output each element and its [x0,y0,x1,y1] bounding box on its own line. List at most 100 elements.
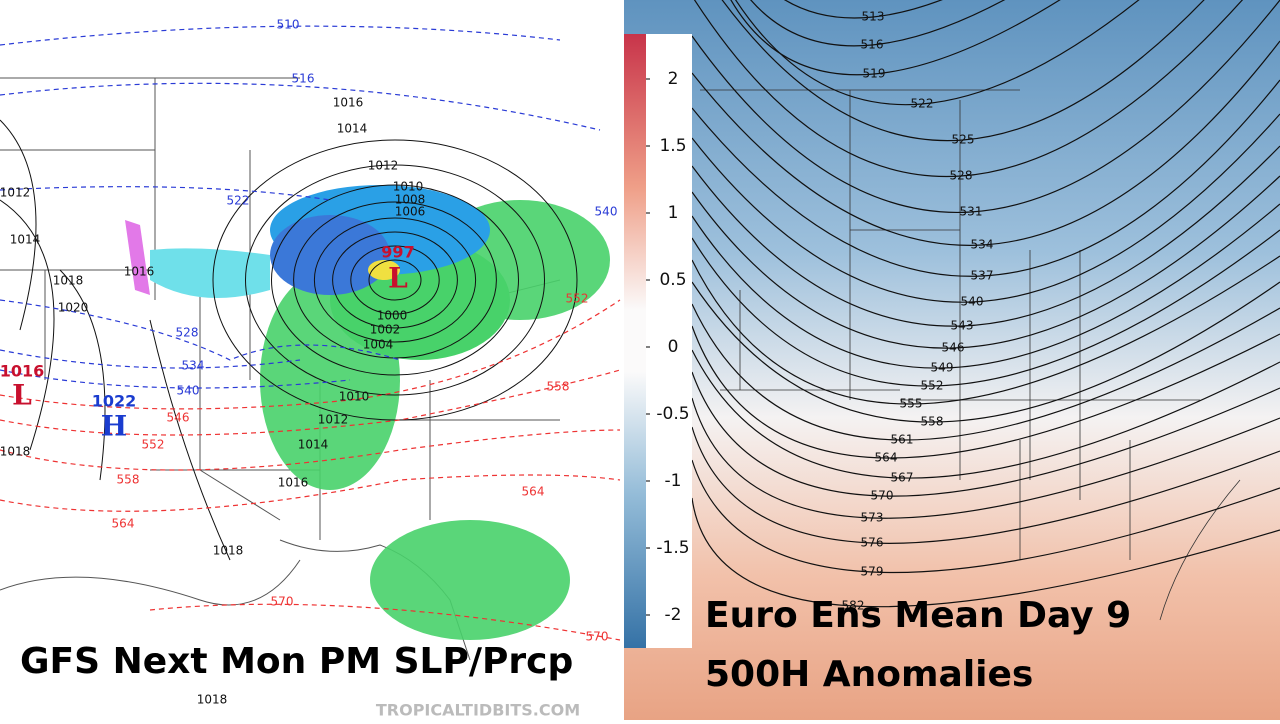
height-contour [691,40,1280,246]
height-contour [693,0,1243,178]
height-contour [691,203,1280,369]
thickness-label: 570 [586,630,609,644]
isobar-label: 1018 [0,445,30,459]
height-label: 558 [921,415,944,429]
height-contour [730,0,1061,76]
height-contour [691,113,1280,303]
height-contour [784,0,943,19]
isobar-label: 1010 [339,390,370,404]
isobar [0,119,231,561]
height-contour [691,397,1280,519]
height-contour [691,371,1280,497]
center-letter: L [12,379,32,412]
colorbar-tick-label: -0.5 [656,404,689,424]
colorbar-tick-label: 2 [668,69,679,89]
thickness-label: 552 [566,292,589,306]
isobar-label: 1016 [333,96,364,110]
isobar-label: 1020 [58,301,89,315]
center-pressure: 1016 [0,362,44,381]
height-label: 540 [961,295,984,309]
isobar-label: 1014 [10,233,41,247]
height-contour [691,255,1280,405]
colorbar-tick-label: -2 [665,605,682,625]
isobar-label: 1008 [395,193,426,207]
right-title-line: 500H Anomalies [705,654,1033,695]
thickness-label: 510 [277,18,300,32]
height-label: 573 [861,511,884,525]
height-label: 549 [931,361,954,375]
colorbar-tick-label: 0.5 [659,270,686,290]
height-label: 513 [862,10,885,24]
height-label: 543 [951,319,974,333]
right-map-bg [624,0,1280,720]
center-pressure: 1022 [92,392,137,411]
height-label: 516 [861,38,884,52]
isobar-label: 1012 [368,159,399,173]
thickness-lines [0,25,621,641]
thickness-label: 546 [167,411,190,425]
isobar-label: 1014 [337,122,368,136]
height-contour [691,0,1280,213]
watermark: TROPICALTIDBITS.COM [376,701,580,720]
height-contour [735,0,1140,106]
height-label: 528 [950,169,973,183]
height-label: 537 [971,269,994,283]
height-label: 567 [891,471,914,485]
height-label: 522 [911,97,934,111]
isobar [313,217,477,343]
thickness-label: 534 [182,359,205,373]
height-label: 564 [875,451,898,465]
height-contour [691,426,1280,544]
thickness-label: 564 [112,517,135,531]
thickness-label: 516 [292,72,315,86]
left-caption: GFS Next Mon PM SLP/Prcp [20,641,573,682]
height-label: 561 [891,433,914,447]
height-contour [750,0,1005,47]
height-contour [721,0,1205,142]
height-contour [691,145,1280,327]
center-letter: L [388,262,408,295]
thickness-label: 558 [117,473,140,487]
isobar-label: 1012 [318,413,349,427]
right-labels: 513 516 519 522 525 528 531 534 537 540 543 546 549 5… [842,10,994,613]
isobar-label: 1014 [298,438,329,452]
height-label: 576 [861,536,884,550]
colorbar-ticks: 2 1.5 1 0.5 0 -0.5 -1 -1.5 -2 [646,69,690,625]
height-contour [691,281,1280,423]
precipitation [125,185,610,640]
thickness-label: 528 [176,326,199,340]
right-map: 513 516 519 522 525 528 531 534 537 540 543 546 549 5… [624,0,1280,720]
height-label: 525 [952,133,975,147]
isobar [245,164,545,396]
isobar-label: 1002 [370,323,401,337]
height-contour [691,79,1280,277]
center-letter: H [101,410,127,443]
isobar-label: 1018 [213,544,244,558]
isobar-label: 1000 [377,309,408,323]
height-contour [691,497,1280,608]
isobar-label: 1010 [393,180,424,194]
isobar-label: 1006 [395,205,426,219]
colorbar-tick-label: 1.5 [659,136,686,156]
height-label: 582 [842,599,865,613]
colorbar-tick-label: 0 [668,337,679,357]
height-contour [691,175,1280,349]
height-contours [691,0,1280,608]
colorbar-tick-label: -1.5 [656,538,689,558]
height-label: 570 [871,489,894,503]
height-label: 555 [900,397,923,411]
thickness-label: 558 [547,380,570,394]
height-label: 519 [863,67,886,81]
thickness-label: 540 [177,384,200,398]
height-label: 531 [960,205,983,219]
colorbar-tick-label: -1 [665,471,682,491]
colorbar [624,34,646,648]
height-contour [691,229,1280,387]
height-contour [691,459,1280,573]
isobar [350,245,440,315]
thickness-label: 564 [522,485,545,499]
